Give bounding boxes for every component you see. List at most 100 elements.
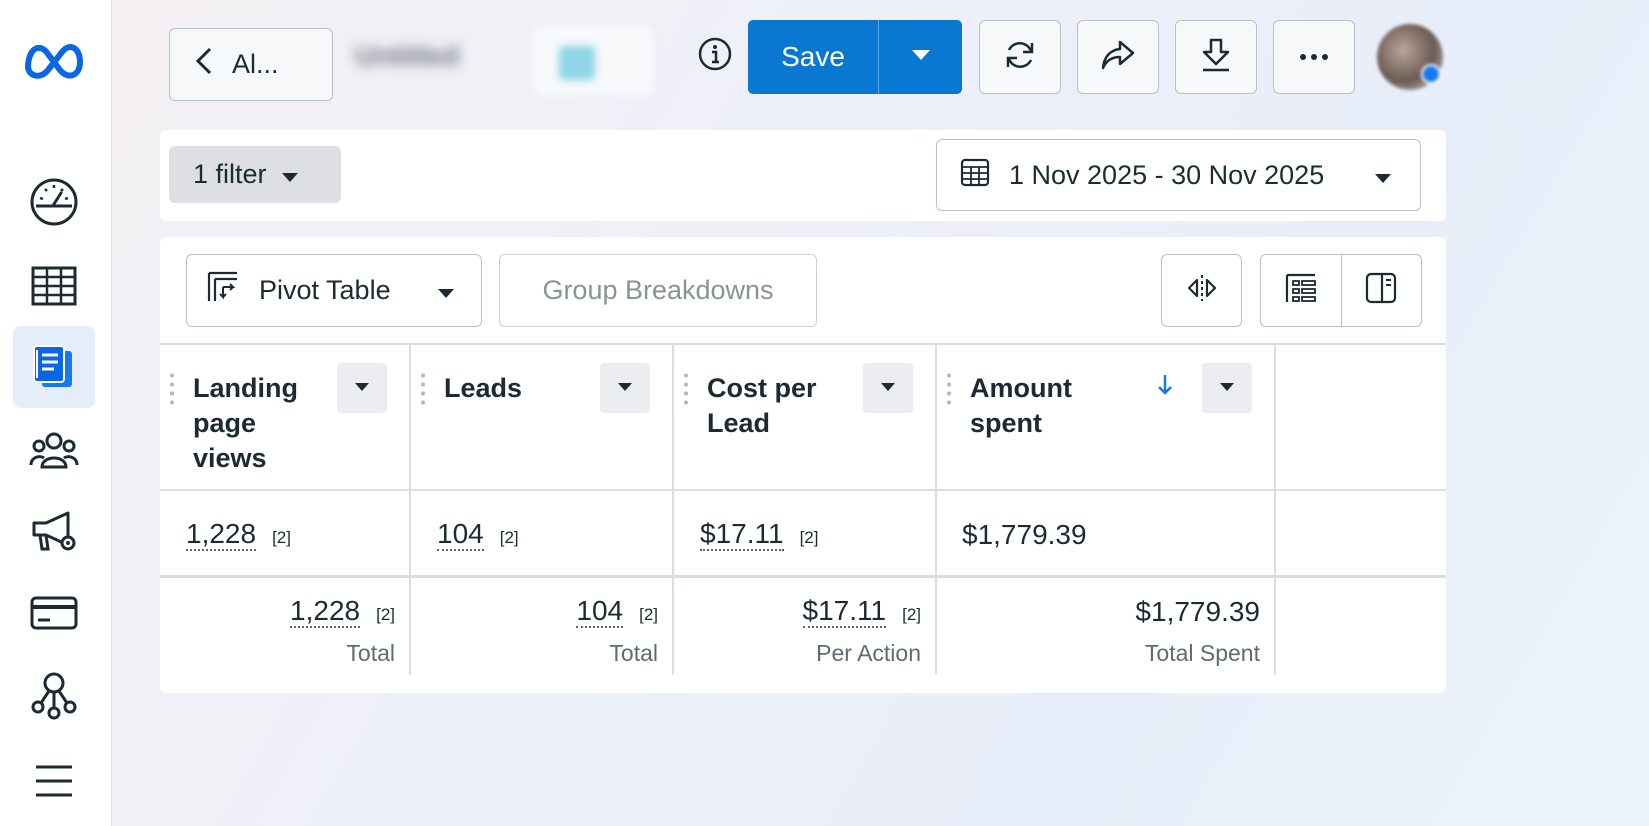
sort-down-icon[interactable] xyxy=(1156,373,1174,402)
cell-value[interactable]: 104 xyxy=(437,518,484,551)
total-label: Total Spent xyxy=(1144,640,1260,666)
total-cell: $17.11 [2] Per Action xyxy=(674,578,937,675)
total-cell: 104 [2] Total xyxy=(411,578,674,675)
left-nav-rail xyxy=(0,0,112,826)
pivot-table-dropdown[interactable]: Pivot Table xyxy=(186,254,482,327)
caret-down-icon xyxy=(911,48,931,66)
drag-handle-icon[interactable] xyxy=(420,371,426,407)
share-button[interactable] xyxy=(1077,20,1159,94)
column-header-landing-page-views[interactable]: Landing page views xyxy=(160,345,411,489)
column-title: Leads xyxy=(444,373,523,403)
ad-account-selector[interactable] xyxy=(533,26,653,96)
share-icon xyxy=(1100,38,1136,77)
audiences-icon[interactable] xyxy=(13,410,95,492)
date-range-picker[interactable]: 1 Nov 2025 - 30 Nov 2025 xyxy=(936,139,1421,211)
save-split-button: Save xyxy=(748,20,962,94)
data-table: Landing page views Leads Cost per Lead Amou… xyxy=(160,343,1446,675)
total-label: Total xyxy=(346,640,395,666)
column-title: Landing page views xyxy=(193,373,298,473)
pivot-table-label: Pivot Table xyxy=(259,275,391,305)
drag-handle-icon[interactable] xyxy=(169,371,175,407)
column-title: Cost per Lead xyxy=(707,373,817,438)
caret-down-icon xyxy=(1219,379,1235,397)
column-menu-button[interactable] xyxy=(337,363,387,413)
total-cell: 1,228 [2] Total xyxy=(160,578,411,675)
table-header-row: Landing page views Leads Cost per Lead Amou… xyxy=(160,343,1446,489)
meta-logo-icon[interactable] xyxy=(22,36,86,80)
refresh-button[interactable] xyxy=(979,20,1061,94)
cell-ref: [2] xyxy=(799,528,819,547)
back-label: Al... xyxy=(232,49,279,79)
cell-value[interactable]: 1,228 xyxy=(186,518,257,551)
date-range-label: 1 Nov 2025 - 30 Nov 2025 xyxy=(1009,159,1325,190)
compare-icon xyxy=(1185,273,1219,308)
total-value: $1,779.39 xyxy=(1135,596,1260,627)
more-icon xyxy=(1299,48,1329,66)
view-toggle-group xyxy=(1260,254,1422,327)
menu-icon[interactable] xyxy=(13,740,95,822)
save-options-button[interactable] xyxy=(879,20,962,94)
total-ref: [2] xyxy=(376,605,395,624)
download-icon xyxy=(1199,37,1233,78)
column-header-cost-per-lead[interactable]: Cost per Lead xyxy=(674,345,937,489)
reports-icon[interactable] xyxy=(13,326,95,408)
column-menu-button[interactable] xyxy=(600,363,650,413)
filter-chip-label: 1 filter xyxy=(193,159,267,189)
group-breakdowns-button[interactable]: Group Breakdowns xyxy=(499,254,817,327)
total-label: Total xyxy=(609,640,658,666)
chevron-left-icon xyxy=(194,46,214,83)
total-value[interactable]: $17.11 xyxy=(802,595,887,628)
table-cell: 1,228 [2] xyxy=(160,491,411,575)
caret-down-icon xyxy=(281,159,299,190)
table-cell: $1,779.39 xyxy=(937,491,1276,575)
total-cell: $1,779.39 Total Spent xyxy=(937,578,1276,675)
filter-chip[interactable]: 1 filter xyxy=(169,146,341,203)
drag-handle-icon[interactable] xyxy=(683,371,689,407)
info-icon[interactable] xyxy=(697,36,733,72)
dashboard-gauge-icon[interactable] xyxy=(13,161,95,243)
empty-header-cell xyxy=(1276,345,1446,489)
totals-row: 1,228 [2] Total 104 [2] Total $17.11 [2] Pe… xyxy=(160,575,1446,675)
billing-card-icon[interactable] xyxy=(13,572,95,654)
refresh-icon xyxy=(1003,38,1037,77)
column-menu-button[interactable] xyxy=(863,363,913,413)
filter-bar: 1 filter 1 Nov 2025 - 30 Nov 2025 xyxy=(160,130,1446,221)
side-panel-button[interactable] xyxy=(1340,255,1422,326)
download-button[interactable] xyxy=(1175,20,1257,94)
save-button[interactable]: Save xyxy=(748,20,879,94)
ads-manager-icon[interactable] xyxy=(13,490,95,572)
table-row: 1,228 [2] 104 [2] $17.11 [2] $1,779.39 xyxy=(160,489,1446,575)
column-menu-button[interactable] xyxy=(1202,363,1252,413)
table-cell xyxy=(1276,491,1446,575)
table-icon[interactable] xyxy=(13,245,95,327)
table-cell: $17.11 [2] xyxy=(674,491,937,575)
total-value[interactable]: 104 xyxy=(576,595,624,628)
total-ref: [2] xyxy=(902,605,921,624)
cell-ref: [2] xyxy=(272,528,291,547)
total-value[interactable]: 1,228 xyxy=(290,595,361,628)
column-title: Amount spent xyxy=(970,373,1072,438)
cell-value: $1,779.39 xyxy=(962,519,1087,550)
column-header-amount-spent[interactable]: Amount spent xyxy=(937,345,1276,489)
side-panel-icon xyxy=(1364,271,1398,310)
report-table-panel: Pivot Table Group Breakdowns Landing page… xyxy=(160,237,1446,693)
cell-value[interactable]: $17.11 xyxy=(700,518,784,551)
pivot-icon xyxy=(205,269,241,312)
compare-button[interactable] xyxy=(1161,254,1242,327)
calendar-icon xyxy=(959,156,991,195)
total-cell xyxy=(1276,578,1446,675)
column-header-leads[interactable]: Leads xyxy=(411,345,674,489)
total-label: Per Action xyxy=(816,640,921,666)
back-button[interactable]: Al... xyxy=(169,28,333,101)
caret-down-icon xyxy=(354,379,370,397)
avatar[interactable] xyxy=(1377,24,1443,90)
table-cell: 104 [2] xyxy=(411,491,674,575)
columns-button[interactable] xyxy=(1261,255,1341,326)
caret-down-icon xyxy=(1374,160,1392,191)
report-name[interactable]: Untitled xyxy=(355,40,460,71)
drag-handle-icon[interactable] xyxy=(946,371,952,407)
business-tree-icon[interactable] xyxy=(13,654,95,736)
caret-down-icon xyxy=(880,379,896,397)
caret-down-icon xyxy=(617,379,633,397)
more-options-button[interactable] xyxy=(1273,20,1355,94)
